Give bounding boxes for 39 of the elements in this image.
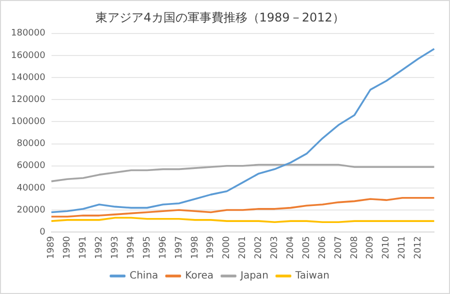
x-tick-label: 2011 <box>398 236 408 259</box>
x-tick-label: 2002 <box>254 236 264 259</box>
chart-title: 東アジア4カ国の軍事費推移（1989－2012） <box>96 10 344 24</box>
x-tick-label: 2006 <box>318 236 328 259</box>
x-tick-label: 2000 <box>222 236 232 259</box>
x-tick-label: 1993 <box>110 236 121 259</box>
x-tick-label: 2005 <box>302 236 312 259</box>
legend-label: Japan <box>240 270 268 282</box>
legend-label: Korea <box>185 270 214 282</box>
x-tick-label: 1992 <box>94 236 105 259</box>
y-tick-label: 20000 <box>16 205 46 216</box>
x-tick-label: 1994 <box>126 236 136 259</box>
y-tick-label: 140000 <box>10 72 46 83</box>
legend-label: Taiwan <box>294 270 330 282</box>
x-tick-label: 1999 <box>206 236 216 259</box>
x-tick-label: 2003 <box>270 236 280 259</box>
y-tick-label: 160000 <box>10 50 46 61</box>
x-tick-label: 1998 <box>190 236 200 259</box>
x-tick-label: 1997 <box>174 236 184 259</box>
x-tick-label: 2008 <box>350 236 360 259</box>
y-tick-label: 100000 <box>10 117 46 128</box>
x-tick-label: 1991 <box>78 236 89 259</box>
x-tick-label: 1989 <box>46 236 57 259</box>
y-tick-label: 180000 <box>10 28 46 39</box>
x-tick-label: 2004 <box>286 236 296 259</box>
y-tick-label: 80000 <box>16 139 46 150</box>
x-tick-label: 2009 <box>366 236 376 259</box>
y-tick-label: 120000 <box>10 94 46 105</box>
legend-label: China <box>130 270 158 282</box>
x-tick-label: 1995 <box>142 236 152 259</box>
x-tick-label: 2010 <box>382 236 392 259</box>
x-tick-label: 2007 <box>334 236 344 259</box>
x-tick-label: 1996 <box>158 236 168 259</box>
y-tick-label: 40000 <box>16 183 46 194</box>
x-tick-label: 2001 <box>238 236 248 259</box>
y-tick-label: 60000 <box>16 161 46 172</box>
x-tick-label: 2012 <box>414 236 424 259</box>
x-tick-label: 1990 <box>62 236 73 259</box>
y-tick-label: 0 <box>40 227 46 238</box>
